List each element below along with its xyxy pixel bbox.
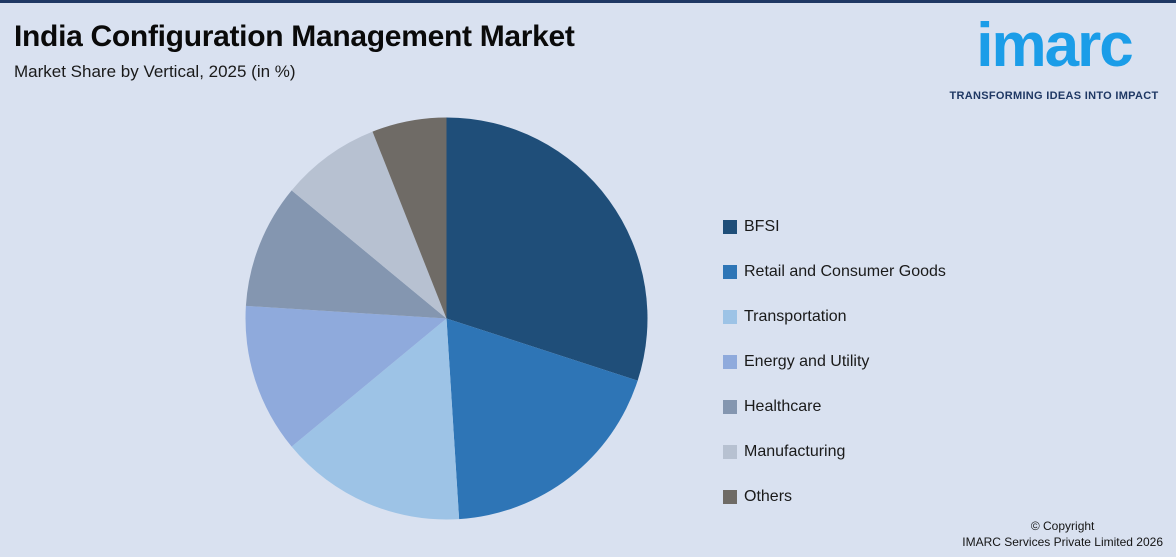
legend-item-retail-and-consumer-goods: Retail and Consumer Goods bbox=[723, 263, 946, 281]
page-title: India Configuration Management Market bbox=[14, 20, 575, 53]
legend-swatch bbox=[723, 400, 737, 414]
legend-swatch bbox=[723, 490, 737, 504]
pie-slice-energy-and-utility bbox=[245, 305, 447, 447]
legend-label: Others bbox=[744, 488, 793, 505]
legend-swatch bbox=[723, 175, 737, 189]
legend-item-energy-and-utility: Energy and Utility bbox=[723, 353, 946, 371]
pie-chart bbox=[245, 117, 648, 520]
legend-label: Energy and Utility bbox=[744, 353, 870, 370]
copyright-notice: © Copyright IMARC Services Private Limit… bbox=[962, 518, 1163, 550]
pie-slice-healthcare bbox=[245, 190, 447, 319]
legend-swatch bbox=[723, 220, 737, 234]
page-subtitle: Market Share by Vertical, 2025 (in %) bbox=[14, 62, 296, 81]
copyright-line2: IMARC Services Private Limited 2026 bbox=[962, 534, 1163, 549]
legend-item-manufacturing: Manufacturing bbox=[723, 443, 946, 461]
pie-slice-retail-and-consumer-goods bbox=[446, 318, 638, 520]
legend-swatch bbox=[723, 310, 737, 324]
legend-item-transportation: Transportation bbox=[723, 308, 946, 326]
pie-slice-transportation bbox=[291, 318, 460, 520]
legend-label: Manufacturing bbox=[744, 443, 846, 460]
legend-item-bfsi: BFSI bbox=[723, 218, 946, 236]
legend-label: Transportation bbox=[744, 308, 847, 325]
legend-label: BFSI bbox=[744, 218, 780, 235]
copyright-line1: © Copyright bbox=[1030, 518, 1095, 533]
legend-label: Retail and Consumer Goods bbox=[744, 263, 946, 280]
pie-slice-bfsi bbox=[446, 117, 648, 381]
top-accent-bar bbox=[0, 0, 1176, 3]
legend-item-others: Others bbox=[723, 488, 946, 506]
legend-item-healthcare: Healthcare bbox=[723, 398, 946, 416]
imarc-logo-wordmark: imarc bbox=[976, 11, 1133, 80]
legend-swatch bbox=[723, 355, 737, 369]
pie-slice-manufacturing bbox=[291, 131, 447, 319]
chart-header: India Configuration Management Market Ma… bbox=[14, 20, 575, 82]
pie-slice-others bbox=[372, 117, 447, 319]
legend-swatch bbox=[723, 265, 737, 279]
imarc-logo: imarc TRANSFORMING IDEAS INTO IMPACT bbox=[937, 2, 1171, 102]
imarc-logo-tagline: TRANSFORMING IDEAS INTO IMPACT bbox=[949, 90, 1159, 102]
legend-label: Healthcare bbox=[744, 398, 822, 415]
legend-swatch bbox=[723, 445, 737, 459]
legend-item bbox=[723, 173, 946, 191]
chart-legend: BFSI Retail and Consumer Goods Transport… bbox=[723, 173, 946, 533]
